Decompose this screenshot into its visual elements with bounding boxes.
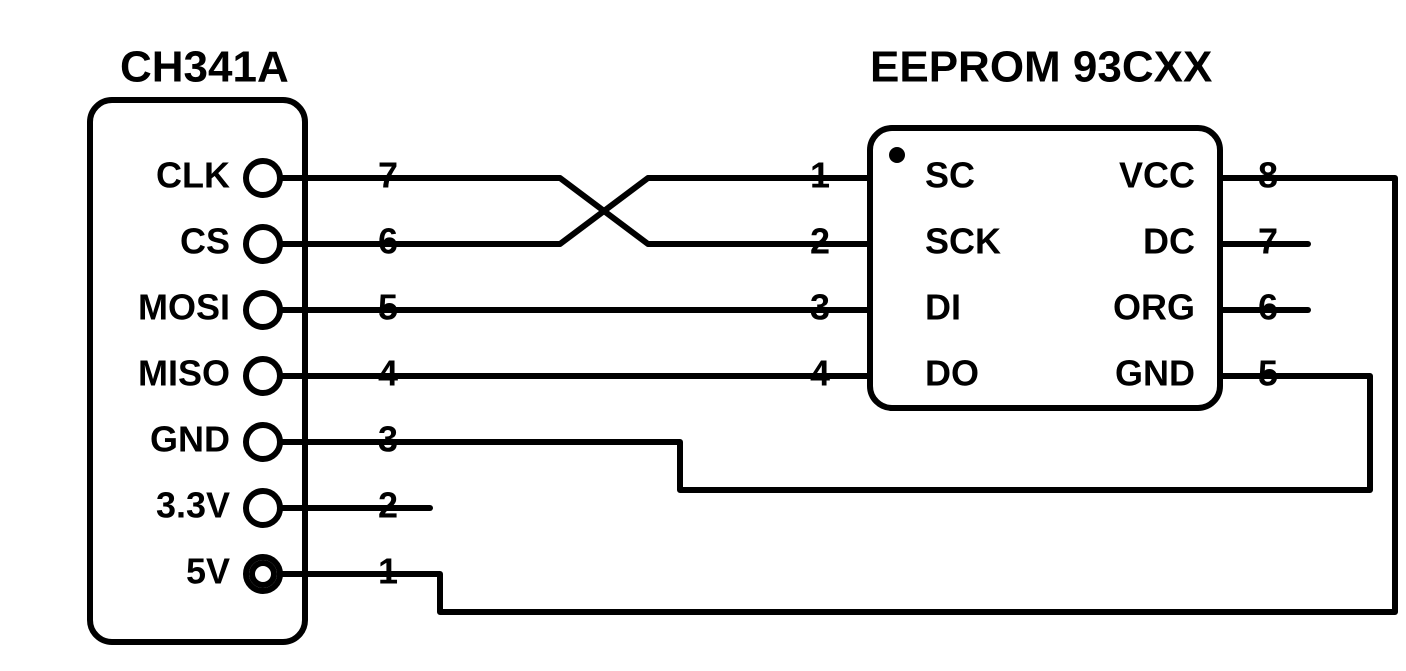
left-pin-label-CS: CS (180, 221, 230, 262)
chip-left-label-SCK: SCK (925, 221, 1001, 262)
left-pin-label-MOSI: MOSI (138, 287, 230, 328)
chip-right-num-7: 7 (1258, 221, 1278, 262)
left-pin-label-3.3V: 3.3V (156, 485, 230, 526)
chip-right-label-DC: DC (1143, 221, 1195, 262)
chip-left-num-1: 1 (810, 155, 830, 196)
left-pin-label-5V: 5V (186, 551, 230, 592)
left-pin-num-6: 6 (378, 221, 398, 262)
left-pin-label-CLK: CLK (156, 155, 230, 196)
chip-right-num-8: 8 (1258, 155, 1278, 196)
chip-right-num-6: 6 (1258, 287, 1278, 328)
chip-right-label-VCC: VCC (1119, 155, 1195, 196)
left-pin-label-MISO: MISO (138, 353, 230, 394)
left-pin-num-1: 1 (378, 551, 398, 592)
chip-left-label-DI: DI (925, 287, 961, 328)
left-pin-num-3: 3 (378, 419, 398, 460)
chip-left-label-SC: SC (925, 155, 975, 196)
left-pin-num-2: 2 (378, 485, 398, 526)
left-pin-num-7: 7 (378, 155, 398, 196)
left-title: CH341A (120, 43, 289, 92)
chip-left-label-DO: DO (925, 353, 979, 394)
chip-right-label-ORG: ORG (1113, 287, 1195, 328)
left-pin-label-GND: GND (150, 419, 230, 460)
chip-left-num-4: 4 (810, 353, 830, 394)
left-pin-num-4: 4 (378, 353, 398, 394)
chip-left-num-2: 2 (810, 221, 830, 262)
left-pin-num-5: 5 (378, 287, 398, 328)
chip-right-label-GND: GND (1115, 353, 1195, 394)
chip-left-num-3: 3 (810, 287, 830, 328)
pin1-dot (889, 147, 905, 163)
chip-right-num-5: 5 (1258, 353, 1278, 394)
right-title: EEPROM 93CXX (870, 43, 1212, 92)
